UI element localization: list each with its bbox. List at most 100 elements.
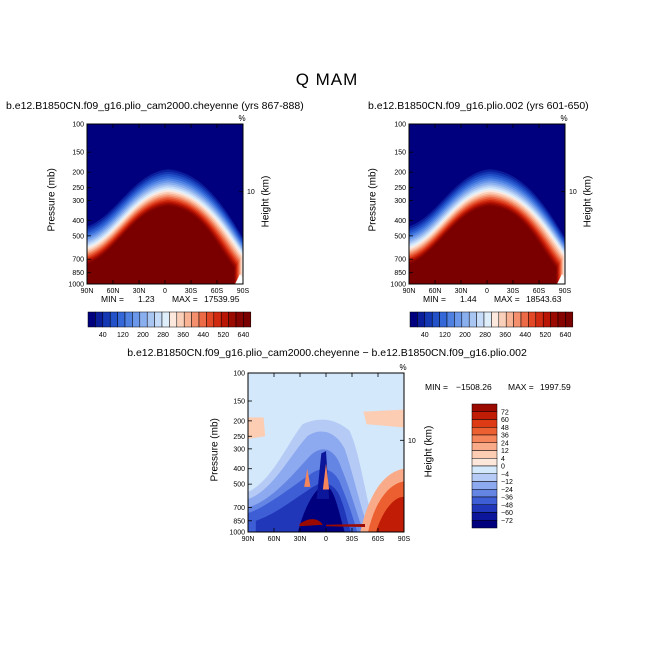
panel2-colorbar-box bbox=[461, 311, 470, 328]
panel3-colorbar-label: −4 bbox=[501, 471, 509, 478]
panel3-colorbar-label: 4 bbox=[501, 456, 505, 463]
panel3-ytick-label: 850 bbox=[233, 518, 245, 525]
panel3-ytick-label: 200 bbox=[233, 418, 245, 425]
panel3-xtick-label: 90N bbox=[242, 536, 255, 543]
panel3-contour-band bbox=[375, 496, 404, 532]
panel1-title: b.e12.B1850CN.f09_g16.plio_cam2000.cheye… bbox=[6, 100, 304, 112]
panel3-xtick-label: 60N bbox=[268, 536, 281, 543]
panel2-ytick-label: 700 bbox=[394, 257, 406, 264]
panel1-colorbar: 40 120 200 280 360 440 520 640 bbox=[87, 311, 252, 339]
panel2-ytick-label: 1000 bbox=[390, 282, 406, 289]
panel1-colorbar-box bbox=[154, 311, 163, 328]
panel1-xtick-label: 30N bbox=[133, 288, 146, 295]
panel3-colorbar-box bbox=[471, 496, 498, 505]
panel3-colorbar-label: 72 bbox=[501, 409, 509, 416]
panel1-colorbar-box bbox=[109, 311, 118, 328]
panel3-xtick-label: 60S bbox=[372, 536, 385, 543]
panel3-top-marker: % bbox=[399, 363, 406, 372]
panel3-colorbar-label: 12 bbox=[501, 448, 509, 455]
panel3-contour-band bbox=[304, 468, 311, 487]
panel1-colorbar-box bbox=[161, 311, 170, 328]
panel2-max-value: 18543.63 bbox=[526, 294, 562, 304]
panel1-colorbar-box bbox=[169, 311, 178, 328]
panel2-ytick-label: 850 bbox=[394, 270, 406, 277]
panel3-colorbar-box bbox=[471, 403, 498, 412]
panel2-colorbar-box bbox=[431, 311, 440, 328]
panel1-ytick-label: 150 bbox=[72, 150, 84, 157]
panel3-colorbar-label: −60 bbox=[501, 510, 513, 517]
panel3-ytick-right-label: 10 bbox=[408, 438, 416, 445]
panel2-colorbar-label: 440 bbox=[519, 332, 531, 339]
panel1-contour-band bbox=[87, 205, 234, 284]
panel3-xtick-label: 30N bbox=[294, 536, 307, 543]
panel1-colorbar-box bbox=[146, 311, 155, 328]
panel2-colorbar-label: 200 bbox=[459, 332, 471, 339]
panel3-ytick-label: 150 bbox=[233, 398, 245, 405]
panel3-colorbar-label: −72 bbox=[501, 518, 513, 525]
panel2-colorbar-box bbox=[483, 311, 492, 328]
panel2-xtick-label: 60N bbox=[429, 288, 442, 295]
panel1-colorbar-box bbox=[117, 311, 126, 328]
panel1-ytick-label: 100 bbox=[72, 122, 84, 129]
panel2-colorbar-label: 280 bbox=[479, 332, 491, 339]
panel2-ytick-label: 300 bbox=[394, 198, 406, 205]
panel2-colorbar-box bbox=[565, 311, 574, 328]
panel2-ylabel-right: Height (km) bbox=[582, 175, 594, 228]
panel3-colorbar-label: 0 bbox=[501, 464, 505, 471]
panel3-colorbar-box bbox=[471, 473, 498, 482]
page-title: Q MAM bbox=[295, 70, 359, 89]
panel3-max-value: 1997.59 bbox=[540, 382, 571, 392]
panel2-ytick-label: 150 bbox=[394, 150, 406, 157]
panel1-colorbar-label: 640 bbox=[238, 332, 250, 339]
panel3-axes: 90N 60N 30N 0 30S 60S 90S 100 150 200 250 300 400 500… bbox=[229, 363, 415, 543]
panel3-ytick-label: 100 bbox=[233, 371, 245, 378]
panel3-colorbar-box bbox=[471, 458, 498, 467]
panel1-ytick-label: 250 bbox=[72, 185, 84, 192]
panel1-colorbar-box bbox=[243, 311, 252, 328]
panel2-colorbar-box bbox=[542, 311, 551, 328]
panel3-colorbar-box bbox=[471, 450, 498, 459]
panel3-colorbar-label: 36 bbox=[501, 433, 509, 440]
panel2-xtick-label: 0 bbox=[485, 288, 489, 295]
panel2-colorbar-label: 120 bbox=[439, 332, 451, 339]
panel1-colorbar-box bbox=[102, 311, 111, 328]
panel1-top-marker: % bbox=[238, 114, 245, 123]
panel1-colorbar-box bbox=[213, 311, 222, 328]
panel3-colorbar-label: −36 bbox=[501, 495, 513, 502]
panel3-colorbar-box bbox=[471, 419, 498, 428]
panel3-colorbar-box bbox=[471, 442, 498, 451]
panel1-orography bbox=[235, 274, 243, 284]
panel3-contour-band bbox=[248, 417, 266, 439]
panel1-min-value: 1.23 bbox=[138, 294, 155, 304]
panel3-colorbar-box bbox=[471, 434, 498, 443]
panel2-colorbar-label: 520 bbox=[539, 332, 551, 339]
panel3-xtick-label: 0 bbox=[324, 536, 328, 543]
panel2-colorbar-box bbox=[550, 311, 559, 328]
panel1-colorbar-label: 200 bbox=[137, 332, 149, 339]
panel1-ytick-label: 850 bbox=[72, 270, 84, 277]
panel1-colorbar-box bbox=[228, 311, 237, 328]
panel2-ytick-label: 400 bbox=[394, 218, 406, 225]
panel1-xtick-label: 60S bbox=[211, 288, 224, 295]
panel1-axes: 90N 60N 30N 0 30S 60S 90S 100 150 200 250 300 400 500… bbox=[68, 114, 254, 295]
panel2-colorbar-box bbox=[417, 311, 426, 328]
panel1-ytick-right-label: 10 bbox=[247, 189, 255, 196]
panel1-xtick-label: 60N bbox=[107, 288, 120, 295]
panel2-colorbar-box bbox=[439, 311, 448, 328]
panel3-ytick-label: 250 bbox=[233, 434, 245, 441]
panel2-ylabel: Pressure (mb) bbox=[367, 168, 379, 232]
panel3-ytick-label: 1000 bbox=[229, 530, 245, 537]
panel1-colorbar-label: 40 bbox=[99, 332, 107, 339]
panel1-colorbar-box bbox=[124, 311, 133, 328]
panel2-orography bbox=[557, 274, 565, 284]
panel2-colorbar-box bbox=[446, 311, 455, 328]
panel1-ytick-label: 700 bbox=[72, 257, 84, 264]
panel1-ytick-label: 200 bbox=[72, 170, 84, 177]
panel2-ytick-label: 200 bbox=[394, 170, 406, 177]
panel1-xtick-label: 30S bbox=[185, 288, 198, 295]
panel1-max-label: MAX = bbox=[172, 294, 198, 304]
panel1-colorbar-label: 520 bbox=[217, 332, 229, 339]
panel3-colorbar-box bbox=[471, 489, 498, 498]
panel3-colorbar-label: −48 bbox=[501, 502, 513, 509]
